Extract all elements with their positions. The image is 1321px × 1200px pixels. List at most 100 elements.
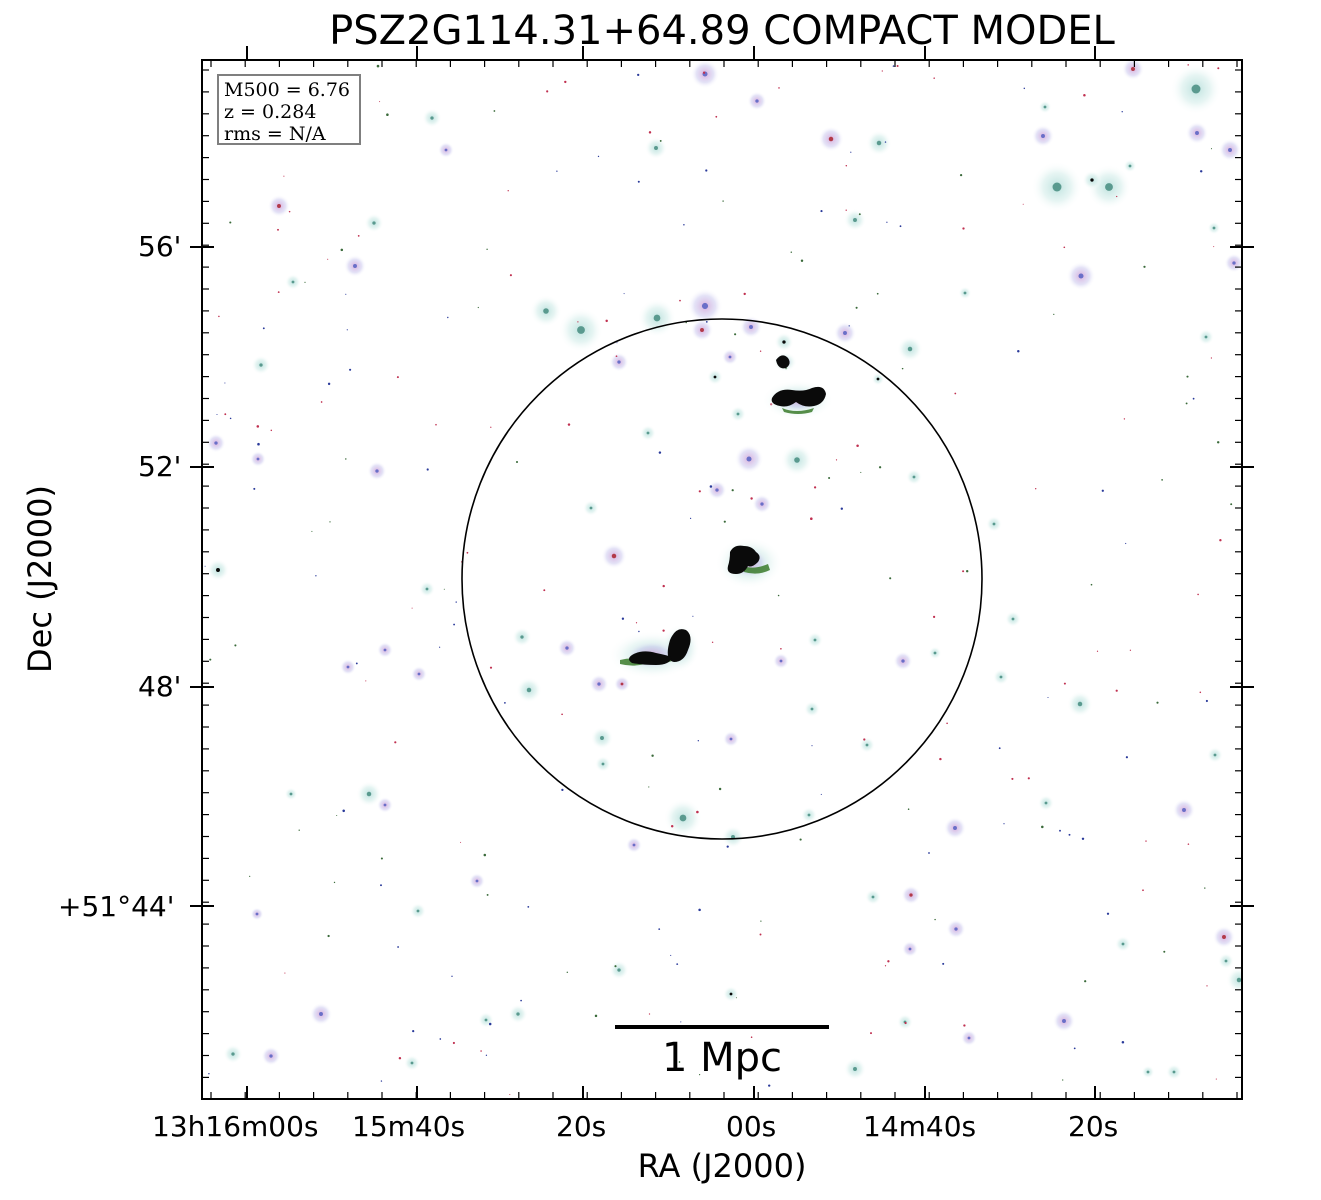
noise-dot bbox=[327, 258, 329, 260]
noise-dot bbox=[760, 920, 762, 922]
noise-dot bbox=[697, 740, 699, 742]
point-source bbox=[601, 543, 627, 569]
noise-dot bbox=[1187, 843, 1190, 845]
noise-dot bbox=[561, 713, 563, 716]
point-source bbox=[723, 986, 739, 1002]
noise-dot bbox=[759, 350, 762, 352]
point-source bbox=[251, 355, 271, 375]
noise-dot bbox=[962, 570, 965, 573]
point-source bbox=[747, 91, 767, 111]
noise-dot bbox=[696, 810, 699, 814]
noise-dot bbox=[683, 223, 685, 226]
point-source bbox=[752, 494, 772, 514]
noise-dot bbox=[346, 329, 348, 331]
noise-dot bbox=[209, 658, 212, 661]
noise-dot bbox=[662, 629, 665, 632]
point-source bbox=[516, 677, 542, 703]
noise-dot bbox=[443, 588, 445, 590]
noise-dot bbox=[698, 490, 701, 493]
noise-dot bbox=[799, 838, 802, 841]
noise-dot bbox=[311, 530, 313, 532]
noise-dot bbox=[455, 601, 457, 603]
noise-dot bbox=[342, 809, 345, 813]
noise-dot bbox=[477, 306, 479, 309]
noise-dot bbox=[933, 77, 935, 79]
noise-dot bbox=[954, 392, 957, 395]
noise-dot bbox=[208, 1073, 210, 1075]
noise-dot bbox=[284, 972, 286, 974]
noise-dot bbox=[778, 87, 780, 89]
noise-dot bbox=[1143, 265, 1146, 268]
point-source bbox=[343, 254, 367, 278]
noise-dot bbox=[810, 517, 813, 520]
extended-source-central bbox=[715, 537, 783, 589]
noise-dot bbox=[648, 1013, 651, 1015]
noise-dot bbox=[621, 617, 625, 620]
point-source bbox=[419, 581, 435, 597]
point-source bbox=[438, 142, 454, 158]
point-source bbox=[644, 136, 668, 160]
point-source bbox=[558, 307, 604, 353]
noise-dot bbox=[1216, 441, 1220, 444]
point-source bbox=[1207, 747, 1223, 763]
noise-dot bbox=[878, 466, 882, 469]
y-tick-label: 48' bbox=[138, 670, 182, 703]
noise-dot bbox=[566, 971, 569, 974]
point-source bbox=[261, 1046, 281, 1066]
x-tick-label: 20s bbox=[556, 1110, 607, 1143]
noise-dot bbox=[670, 954, 672, 956]
x-tick-label: 13h16m00s bbox=[152, 1110, 319, 1143]
noise-dot bbox=[1156, 701, 1159, 704]
point-source bbox=[285, 274, 301, 290]
noise-dot bbox=[355, 662, 358, 665]
noise-dot bbox=[962, 227, 965, 230]
point-source bbox=[377, 642, 393, 658]
point-source bbox=[690, 318, 714, 342]
noise-dot bbox=[1023, 87, 1026, 90]
point-source bbox=[377, 797, 393, 813]
noise-dot bbox=[204, 565, 206, 567]
noise-dot bbox=[1204, 887, 1206, 889]
noise-dot bbox=[777, 594, 780, 597]
noise-dot bbox=[670, 824, 674, 828]
noise-dot bbox=[648, 786, 650, 788]
point-source bbox=[1115, 936, 1131, 952]
noise-dot bbox=[855, 306, 858, 309]
noise-dot bbox=[480, 1050, 482, 1052]
noise-dot bbox=[876, 292, 879, 295]
point-source bbox=[206, 433, 226, 453]
noise-dot bbox=[709, 485, 713, 488]
noise-dot bbox=[1205, 699, 1208, 703]
point-source bbox=[690, 60, 720, 89]
noise-dot bbox=[270, 429, 273, 432]
noise-dot bbox=[680, 1021, 682, 1023]
point-source bbox=[707, 480, 727, 500]
noise-dot bbox=[397, 946, 400, 948]
noise-dot bbox=[904, 1021, 907, 1025]
noise-dot bbox=[315, 575, 317, 577]
point-source bbox=[589, 674, 609, 694]
noise-dot bbox=[1129, 649, 1132, 651]
noise-dot bbox=[411, 607, 413, 609]
point-source bbox=[818, 126, 844, 152]
noise-dot bbox=[357, 235, 360, 237]
point-source bbox=[865, 889, 881, 905]
noise-dot bbox=[934, 918, 936, 921]
point-source bbox=[902, 941, 918, 957]
noise-dot bbox=[340, 248, 344, 252]
noise-dot bbox=[485, 1054, 488, 1056]
noise-dot bbox=[1116, 195, 1118, 198]
point-source bbox=[663, 798, 703, 838]
noise-dot bbox=[1217, 67, 1220, 70]
x-axis-label: RA (J2000) bbox=[637, 1147, 807, 1185]
point-source bbox=[609, 352, 629, 372]
noise-dot bbox=[959, 173, 963, 177]
noise-dot bbox=[1210, 357, 1213, 359]
point-source bbox=[583, 500, 599, 516]
noise-dot bbox=[515, 460, 519, 464]
noise-dot bbox=[447, 316, 449, 319]
noise-dot bbox=[435, 423, 437, 426]
noise-dot bbox=[1115, 689, 1118, 692]
noise-dot bbox=[224, 413, 227, 416]
